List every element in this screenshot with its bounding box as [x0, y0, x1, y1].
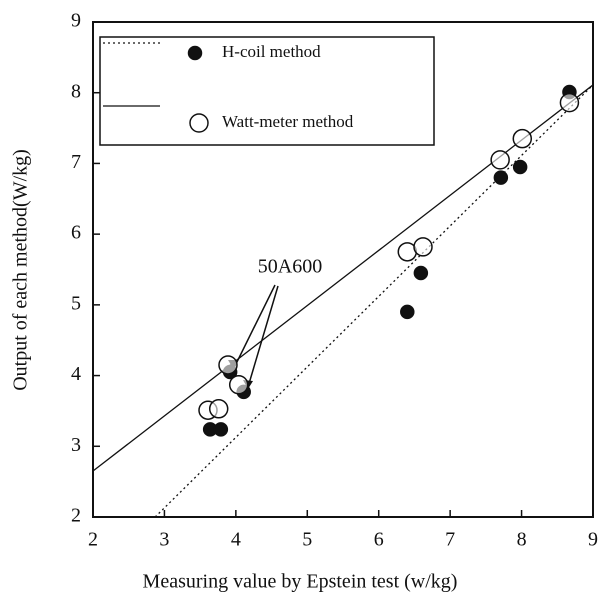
data-point — [400, 304, 415, 320]
data-point — [413, 237, 433, 257]
legend-marker — [189, 113, 209, 133]
fit-line — [154, 84, 594, 518]
y-tick-label: 6 — [71, 222, 81, 244]
x-tick-label: 9 — [588, 529, 598, 551]
x-tick-label: 7 — [445, 529, 455, 551]
annotation: 50A600 — [258, 256, 322, 278]
legend-label: Watt-meter method — [222, 112, 354, 131]
legend-label: H-coil method — [222, 42, 321, 61]
y-tick-label: 3 — [71, 434, 81, 456]
data-point — [493, 170, 509, 185]
y-tick-label: 7 — [71, 151, 81, 173]
x-tick-label: 6 — [374, 529, 384, 551]
data-point — [208, 399, 229, 419]
legend-box — [99, 36, 435, 146]
x-axis-label: Measuring value by Epstein test (w/kg) — [143, 571, 458, 593]
data-point — [228, 375, 249, 395]
y-tick-label: 4 — [71, 363, 81, 385]
legend-marker — [187, 45, 203, 61]
y-axis-label: Output of each method(W/kg) — [10, 149, 32, 391]
x-tick-label: 4 — [231, 529, 241, 551]
x-tick-label: 2 — [88, 529, 98, 551]
y-tick-label: 9 — [71, 10, 81, 32]
y-tick-label: 5 — [71, 292, 81, 314]
x-tick-label: 8 — [517, 529, 527, 551]
data-point — [213, 422, 229, 437]
data-point — [218, 355, 238, 375]
data-point — [559, 92, 580, 113]
plot-frame — [92, 21, 594, 518]
y-tick-label: 2 — [71, 505, 81, 527]
data-point — [490, 150, 510, 170]
x-tick-label: 3 — [159, 529, 169, 551]
data-point — [413, 265, 429, 281]
data-point — [512, 128, 533, 149]
data-point — [512, 159, 528, 175]
x-tick-label: 5 — [302, 529, 312, 551]
annotation-arrows — [233, 284, 279, 388]
y-tick-label: 8 — [71, 80, 81, 102]
fit-line — [92, 84, 594, 472]
